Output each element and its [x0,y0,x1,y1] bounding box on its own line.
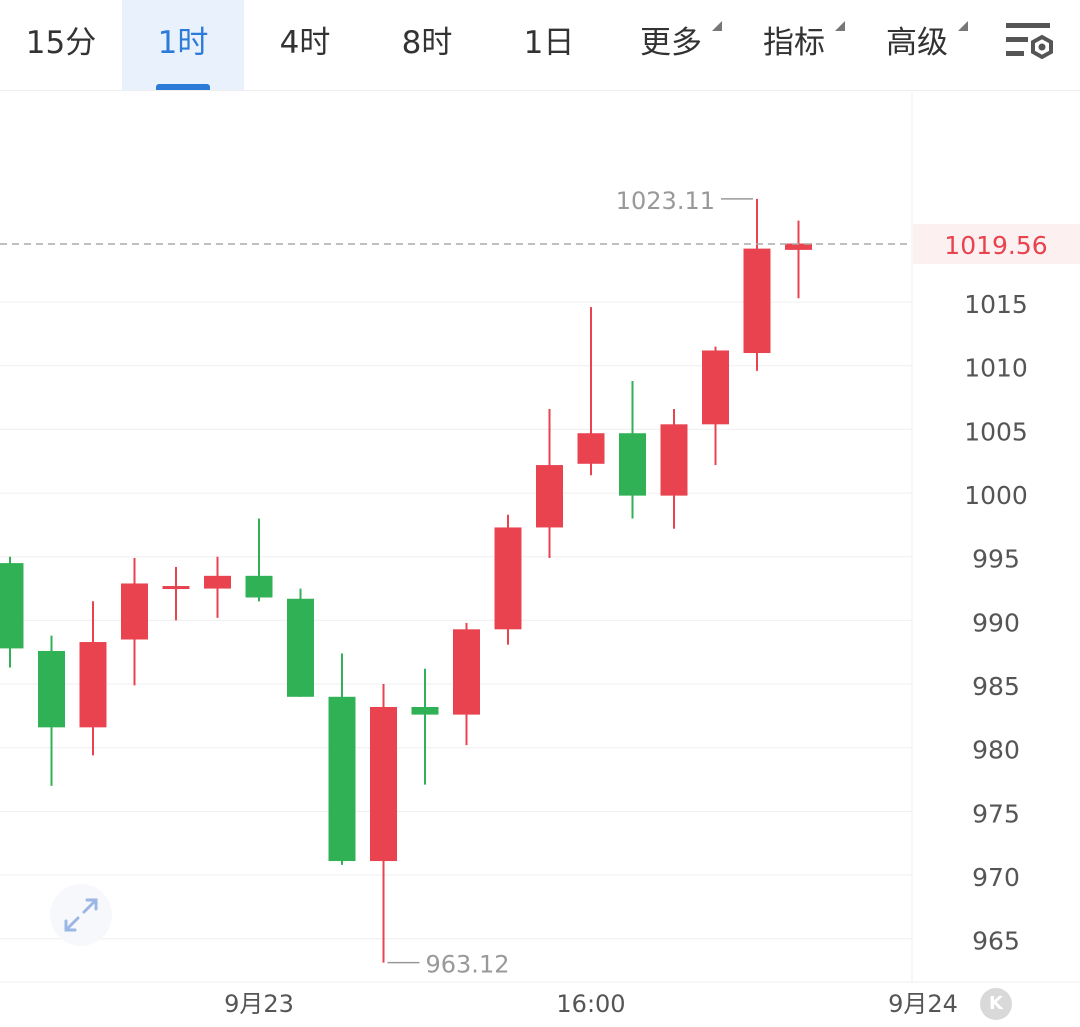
candle-body [0,563,24,649]
x-tick-label: 9月24 [888,990,958,1018]
tab-label: 15分 [25,25,97,61]
candle-body [494,527,522,630]
candle[interactable] [411,668,439,785]
candle[interactable] [38,635,65,786]
current-price-tag [913,224,1080,265]
k-line-badge[interactable]: K [980,988,1012,1020]
active-tab-indicator [156,84,210,90]
tab-label: 指标 [763,21,845,61]
candle[interactable] [536,409,563,559]
candle[interactable] [660,409,688,529]
interval-tab-bar: 15分 1时 4时 8时 1日 更多 指标 高级 [0,0,1080,91]
chart-settings-icon[interactable] [1002,17,1058,67]
candle-body [370,706,397,862]
candle-body [162,586,190,590]
candle-body [204,575,231,589]
candle-body [702,350,729,425]
expand-arrows-icon [64,898,98,932]
candle[interactable] [204,556,231,618]
candle-body [287,598,314,697]
candle-body [619,433,646,496]
tab-0[interactable]: 15分 [0,0,122,90]
candle[interactable] [785,220,812,299]
candle-body [785,243,812,250]
low-price-label: 963.12 [426,951,510,979]
candle-body [577,433,605,464]
tab-7[interactable]: 高级 [856,0,978,90]
y-tick-label: 1000 [964,481,1028,510]
candle-body [79,642,107,728]
tab-4[interactable]: 1日 [488,0,610,90]
candle[interactable] [328,653,356,865]
y-tick-label: 975 [972,799,1020,828]
current-price-label: 1019.56 [944,231,1047,260]
tab-2[interactable]: 4时 [244,0,366,90]
tab-label: 1时 [157,25,209,61]
tab-label: 1日 [523,25,575,61]
candle-body [660,424,688,496]
y-tick-label: 990 [972,608,1020,637]
high-price-label: 1023.11 [616,187,715,215]
y-tick-label: 970 [972,863,1020,892]
candle-body [411,706,439,715]
candle-body [121,583,148,640]
candle-body [328,696,356,862]
candle[interactable] [287,588,314,697]
candle-body [245,575,273,598]
y-tick-label: 965 [972,927,1020,956]
tab-label: 高级 [886,21,968,61]
y-tick-label: 1010 [964,354,1028,383]
dropdown-caret-icon [835,21,845,31]
candle[interactable] [702,346,729,466]
candle[interactable] [162,566,190,621]
tab-1[interactable]: 1时 [122,0,244,90]
tab-5[interactable]: 更多 [610,0,732,90]
dropdown-caret-icon [958,21,968,31]
tab-label: 4时 [279,25,331,61]
x-tick-label: 9月23 [224,990,294,1018]
candle[interactable] [577,307,605,476]
candle-body [743,248,771,354]
expand-button[interactable] [50,884,112,946]
candle-body [38,650,65,728]
tab-6[interactable]: 指标 [733,0,855,90]
candle[interactable] [453,622,480,746]
y-tick-label: 1005 [964,417,1028,446]
y-tick-label: 980 [972,736,1020,765]
candle[interactable] [619,381,646,519]
tab-3[interactable]: 8时 [366,0,488,90]
candle-body [536,465,563,528]
candle-body [453,629,480,715]
y-tick-label: 995 [972,545,1020,574]
dropdown-caret-icon [712,21,722,31]
tab-label: 更多 [640,21,722,61]
candle[interactable] [245,518,273,602]
candle[interactable] [743,198,771,371]
candle[interactable] [121,558,148,686]
tab-label: 8时 [401,25,453,61]
y-tick-label: 1015 [964,290,1028,319]
x-tick-label: 16:00 [556,990,625,1018]
y-tick-label: 985 [972,672,1020,701]
candle[interactable] [79,601,107,756]
candle[interactable] [494,514,522,645]
candle[interactable] [0,556,24,668]
candle[interactable] [370,684,397,963]
